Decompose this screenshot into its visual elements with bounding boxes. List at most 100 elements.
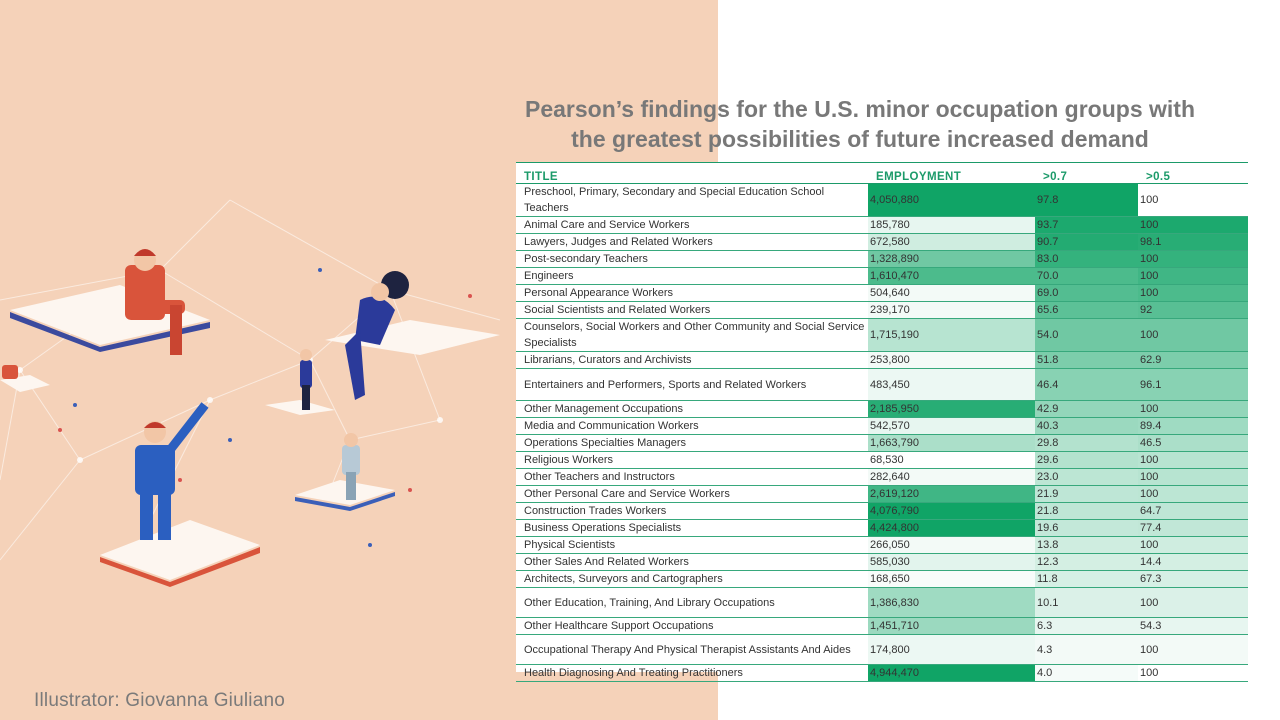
cell-p07: 46.4	[1035, 368, 1138, 401]
cell-title: Construction Trades Workers	[516, 502, 868, 520]
cell-title: Counselors, Social Workers and Other Com…	[516, 318, 868, 352]
cell-employment: 185,780	[868, 216, 1035, 234]
cell-p07: 13.8	[1035, 536, 1138, 554]
cell-p05: 100	[1138, 634, 1248, 665]
cell-employment: 4,076,790	[868, 502, 1035, 520]
cell-p07: 29.8	[1035, 434, 1138, 452]
column-header-employment: EMPLOYMENT	[868, 162, 1035, 184]
cell-p07: 23.0	[1035, 468, 1138, 486]
cell-title: Other Personal Care and Service Workers	[516, 485, 868, 503]
cell-p05: 100	[1138, 284, 1248, 302]
table-row: Religious Workers 68,530 29.6 100	[516, 451, 1248, 469]
cell-employment: 4,424,800	[868, 519, 1035, 537]
slide-title-line-1: Pearson’s findings for the U.S. minor oc…	[524, 96, 1196, 122]
table-row: Preschool, Primary, Secondary and Specia…	[516, 183, 1248, 217]
table-row: Other Education, Training, And Library O…	[516, 587, 1248, 618]
cell-title: Health Diagnosing And Treating Practitio…	[516, 664, 868, 682]
cell-p05: 89.4	[1138, 417, 1248, 435]
cell-employment: 542,570	[868, 417, 1035, 435]
table-row: Entertainers and Performers, Sports and …	[516, 368, 1248, 401]
cell-p07: 40.3	[1035, 417, 1138, 435]
cell-p05: 100	[1138, 485, 1248, 503]
cell-p07: 42.9	[1035, 400, 1138, 418]
table-row: Occupational Therapy And Physical Therap…	[516, 634, 1248, 665]
cell-employment: 1,451,710	[868, 617, 1035, 635]
table-row: Other Personal Care and Service Workers 2…	[516, 485, 1248, 503]
cell-p07: 65.6	[1035, 301, 1138, 319]
cell-p05: 100	[1138, 216, 1248, 234]
cell-employment: 253,800	[868, 351, 1035, 369]
cell-title: Entertainers and Performers, Sports and …	[516, 368, 868, 401]
cell-p05: 96.1	[1138, 368, 1248, 401]
cell-p07: 51.8	[1035, 351, 1138, 369]
cell-employment: 282,640	[868, 468, 1035, 486]
cell-p05: 62.9	[1138, 351, 1248, 369]
cell-employment: 266,050	[868, 536, 1035, 554]
slide-title: Pearson’s findings for the U.S. minor oc…	[500, 94, 1220, 154]
cell-title: Personal Appearance Workers	[516, 284, 868, 302]
column-header-title: TITLE	[516, 162, 868, 184]
cell-employment: 672,580	[868, 233, 1035, 251]
table-row: Operations Specialties Managers 1,663,790…	[516, 434, 1248, 452]
cell-p07: 6.3	[1035, 617, 1138, 635]
cell-p05: 100	[1138, 451, 1248, 469]
slide-title-line-2: the greatest possibilities of future inc…	[571, 126, 1149, 152]
cell-p05: 100	[1138, 400, 1248, 418]
table-row: Construction Trades Workers 4,076,790 21.8…	[516, 502, 1248, 520]
table-row: Business Operations Specialists 4,424,800…	[516, 519, 1248, 537]
cell-title: Operations Specialties Managers	[516, 434, 868, 452]
cell-p05: 64.7	[1138, 502, 1248, 520]
cell-p07: 21.8	[1035, 502, 1138, 520]
table-row: Other Sales And Related Workers 585,030 12…	[516, 553, 1248, 571]
cell-employment: 4,050,880	[868, 183, 1035, 217]
cell-p05: 54.3	[1138, 617, 1248, 635]
cell-employment: 585,030	[868, 553, 1035, 571]
cell-p05: 100	[1138, 250, 1248, 268]
table-row: Other Healthcare Support Occupations 1,45…	[516, 617, 1248, 635]
table-row: Health Diagnosing And Treating Practitio…	[516, 664, 1248, 682]
cell-employment: 1,663,790	[868, 434, 1035, 452]
cell-p05: 100	[1138, 468, 1248, 486]
cell-p07: 21.9	[1035, 485, 1138, 503]
cell-p07: 83.0	[1035, 250, 1138, 268]
cell-employment: 1,610,470	[868, 267, 1035, 285]
table-row: Other Teachers and Instructors 282,640 23.…	[516, 468, 1248, 486]
cell-title: Business Operations Specialists	[516, 519, 868, 537]
cell-title: Other Management Occupations	[516, 400, 868, 418]
column-header-p05: >0.5	[1138, 162, 1248, 184]
cell-p07: 29.6	[1035, 451, 1138, 469]
cell-employment: 1,386,830	[868, 587, 1035, 618]
cell-employment: 1,328,890	[868, 250, 1035, 268]
cell-p05: 46.5	[1138, 434, 1248, 452]
table-row: Animal Care and Service Workers 185,780 93…	[516, 216, 1248, 234]
cell-p07: 12.3	[1035, 553, 1138, 571]
cell-p05: 100	[1138, 318, 1248, 352]
table-row: Post-secondary Teachers 1,328,890 83.0 100	[516, 250, 1248, 268]
column-header-p07: >0.7	[1035, 162, 1138, 184]
cell-p07: 11.8	[1035, 570, 1138, 588]
table-body: Preschool, Primary, Secondary and Specia…	[516, 183, 1248, 682]
table-row: Media and Communication Workers 542,570 40…	[516, 417, 1248, 435]
table-row: Counselors, Social Workers and Other Com…	[516, 318, 1248, 352]
cell-p05: 100	[1138, 587, 1248, 618]
table-row: Librarians, Curators and Archivists 253,8…	[516, 351, 1248, 369]
cell-title: Animal Care and Service Workers	[516, 216, 868, 234]
cell-employment: 168,650	[868, 570, 1035, 588]
cell-title: Lawyers, Judges and Related Workers	[516, 233, 868, 251]
table-row: Physical Scientists 266,050 13.8 100	[516, 536, 1248, 554]
cell-p05: 100	[1138, 664, 1248, 682]
cell-employment: 504,640	[868, 284, 1035, 302]
cell-employment: 483,450	[868, 368, 1035, 401]
cell-p07: 4.3	[1035, 634, 1138, 665]
cell-p07: 69.0	[1035, 284, 1138, 302]
table-row: Engineers 1,610,470 70.0 100	[516, 267, 1248, 285]
cell-p07: 70.0	[1035, 267, 1138, 285]
cell-title: Librarians, Curators and Archivists	[516, 351, 868, 369]
cell-p05: 100	[1138, 267, 1248, 285]
cell-title: Physical Scientists	[516, 536, 868, 554]
cell-title: Social Scientists and Related Workers	[516, 301, 868, 319]
cell-p05: 77.4	[1138, 519, 1248, 537]
cell-title: Preschool, Primary, Secondary and Specia…	[516, 183, 868, 217]
cell-title: Other Education, Training, And Library O…	[516, 587, 868, 618]
cell-employment: 68,530	[868, 451, 1035, 469]
